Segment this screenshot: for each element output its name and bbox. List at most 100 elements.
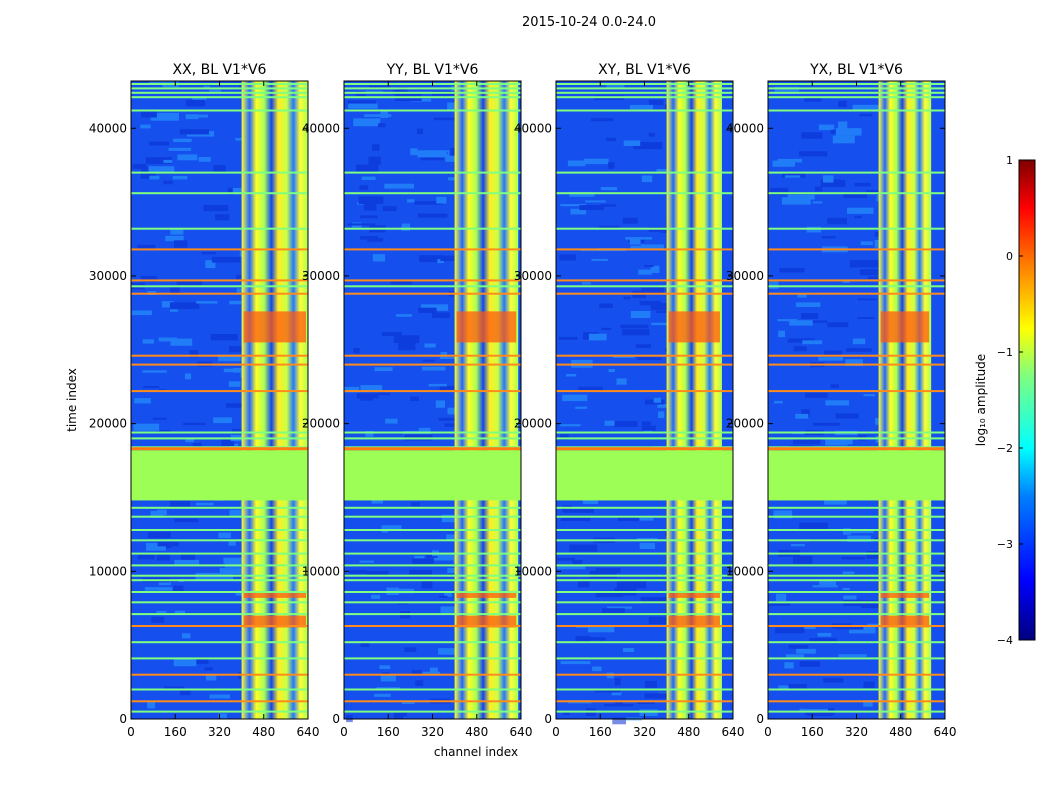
flag-row — [131, 529, 308, 531]
flag-row — [768, 91, 945, 94]
rfi-hotspot — [880, 615, 930, 628]
flagged-block — [131, 450, 308, 501]
colorbar-tick-label: −3 — [997, 538, 1013, 551]
flag-row — [556, 529, 733, 531]
flag-row — [344, 506, 521, 509]
flag-row — [344, 601, 521, 604]
flag-row — [556, 354, 733, 357]
y-tick-label: 20000 — [302, 417, 340, 431]
x-tick-label: 160 — [377, 725, 400, 739]
flag-row — [344, 171, 521, 174]
flag-row — [768, 688, 945, 691]
flag-row — [131, 390, 308, 393]
flagged-block — [556, 450, 733, 501]
flag-row — [131, 96, 308, 99]
flag-row — [768, 700, 945, 703]
flag-row — [768, 673, 945, 676]
x-tick-label: 480 — [465, 725, 488, 739]
y-tick-label: 0 — [756, 712, 764, 726]
flag-row — [768, 529, 945, 531]
flag-row — [344, 248, 521, 251]
colorbar-label: log₁₀ amplitude — [974, 354, 988, 446]
colorbar-tick-label: −4 — [997, 634, 1013, 647]
flag-row — [344, 613, 521, 616]
flag-row — [556, 515, 733, 518]
flag-row — [556, 552, 733, 555]
flag-row — [768, 109, 945, 112]
flag-row — [344, 87, 521, 90]
colorbar-tick-label: −1 — [997, 346, 1013, 359]
y-tick-label: 0 — [332, 712, 340, 726]
panel-4: YX, BL V1*V6 0 160 320 480 640 0 10000 20000 3000… — [726, 62, 957, 739]
y-tick-label: 40000 — [302, 121, 340, 135]
x-axis-label: channel index — [434, 745, 518, 759]
flag-row — [131, 539, 308, 542]
flag-row — [556, 390, 733, 393]
flag-row — [768, 279, 945, 282]
flagged-block — [344, 450, 521, 501]
colorbar-gradient — [1018, 159, 1036, 641]
flag-row — [556, 539, 733, 542]
flagged-block-edge — [131, 447, 308, 451]
flag-row — [131, 515, 308, 518]
flag-row — [344, 564, 521, 567]
y-tick-label: 40000 — [89, 121, 127, 135]
flag-row — [131, 279, 308, 282]
flag-row — [131, 248, 308, 251]
x-tick-label: 160 — [589, 725, 612, 739]
flag-row — [344, 657, 521, 660]
flag-row — [556, 171, 733, 174]
flag-row — [768, 579, 945, 582]
flag-row — [131, 227, 308, 230]
y-tick-label: 10000 — [89, 564, 127, 578]
flag-row — [768, 515, 945, 518]
flag-row — [131, 109, 308, 112]
flag-row — [768, 227, 945, 230]
flag-row — [131, 506, 308, 509]
flag-row — [768, 363, 945, 366]
y-tick-label: 20000 — [514, 417, 552, 431]
flag-row — [344, 363, 521, 366]
flag-row — [768, 552, 945, 555]
rfi-hotspot — [880, 311, 930, 343]
flag-row — [344, 539, 521, 542]
flag-row — [131, 574, 308, 577]
flag-row — [768, 431, 945, 434]
colorbar-tick-label: 1 — [1006, 154, 1013, 167]
flag-row — [344, 292, 521, 295]
panel-title: XY, BL V1*V6 — [598, 62, 691, 78]
flag-row — [556, 700, 733, 703]
flag-row — [131, 613, 308, 616]
y-tick-label: 20000 — [726, 417, 764, 431]
rfi-hotspot — [243, 311, 306, 343]
flag-row — [556, 437, 733, 440]
colorbar: log₁₀ amplitude 1 0 −1 −2 −3 −4 — [974, 154, 1036, 647]
flag-row — [344, 109, 521, 112]
flag-row — [344, 96, 521, 99]
flag-row — [131, 688, 308, 691]
flag-row — [344, 192, 521, 195]
flag-row — [768, 390, 945, 393]
flag-row — [768, 710, 945, 713]
flag-row — [131, 171, 308, 174]
panel-1: XX, BL V1*V6 0 160 320 480 640 0 10000 20000 3000… — [89, 62, 320, 739]
x-tick-label: 0 — [127, 725, 135, 739]
rfi-hotspot — [668, 311, 720, 343]
flag-row — [768, 613, 945, 616]
flag-row — [344, 641, 521, 644]
flag-row — [768, 96, 945, 99]
flag-row — [768, 192, 945, 195]
flag-row — [131, 579, 308, 582]
rfi-band — [666, 81, 722, 719]
flag-row — [556, 87, 733, 90]
flag-row — [131, 710, 308, 713]
flag-row — [131, 564, 308, 567]
panel-texture — [768, 86, 903, 717]
flag-row — [768, 641, 945, 644]
flag-row — [344, 431, 521, 434]
flag-row — [131, 285, 308, 288]
flag-row — [556, 641, 733, 644]
y-tick-label: 30000 — [302, 269, 340, 283]
flag-row — [131, 641, 308, 644]
flag-row — [556, 506, 733, 509]
